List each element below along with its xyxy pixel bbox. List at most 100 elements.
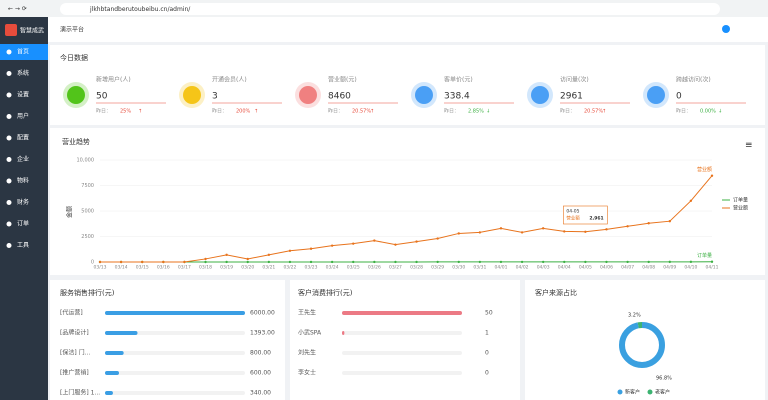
- x-tick-label: 03/27: [389, 265, 402, 271]
- data-point[interactable]: [563, 230, 566, 233]
- data-point[interactable]: [288, 260, 292, 264]
- rank-track: [342, 351, 462, 355]
- menu-item[interactable]: 用户: [17, 112, 29, 120]
- menu-item[interactable]: 工具: [17, 242, 29, 249]
- rank-bar: [342, 311, 462, 315]
- data-point[interactable]: [288, 249, 292, 252]
- data-point[interactable]: [309, 260, 313, 264]
- data-point[interactable]: [246, 260, 249, 264]
- data-point[interactable]: [710, 260, 714, 263]
- menu-item[interactable]: 物料: [17, 177, 29, 185]
- data-point[interactable]: [141, 260, 144, 264]
- data-point[interactable]: [330, 260, 334, 264]
- data-point[interactable]: [520, 260, 524, 264]
- card-label: 营业额(元): [328, 76, 357, 84]
- data-point[interactable]: [352, 260, 355, 264]
- data-point[interactable]: [373, 260, 376, 264]
- data-point[interactable]: [605, 228, 608, 231]
- data-point[interactable]: [520, 231, 524, 234]
- data-point[interactable]: [309, 247, 313, 250]
- menu-icon: [6, 49, 12, 55]
- x-tick-label: 03/29: [431, 265, 444, 271]
- data-point[interactable]: [584, 260, 587, 264]
- data-point[interactable]: [541, 227, 545, 230]
- rank-name: 小武SPA: [298, 329, 322, 337]
- legend-label[interactable]: 营业额: [733, 205, 748, 212]
- data-point[interactable]: [267, 260, 271, 264]
- legend-label[interactable]: 订单量: [733, 197, 748, 204]
- x-tick-label: 03/19: [220, 265, 233, 271]
- data-point[interactable]: [394, 243, 397, 246]
- address-bar[interactable]: [60, 3, 720, 15]
- data-point[interactable]: [457, 260, 460, 264]
- menu-item[interactable]: 首页: [17, 48, 29, 56]
- data-point[interactable]: [352, 242, 355, 245]
- donut-slice[interactable]: [619, 322, 665, 368]
- data-point[interactable]: [183, 260, 186, 264]
- back-button[interactable]: ← → ⟳: [8, 6, 27, 13]
- card-change: 200%: [236, 109, 251, 115]
- data-point[interactable]: [563, 260, 566, 264]
- x-tick-label: 04/02: [516, 265, 529, 271]
- data-point[interactable]: [668, 260, 671, 264]
- data-point[interactable]: [605, 260, 608, 264]
- data-point[interactable]: [626, 225, 629, 228]
- data-point[interactable]: [119, 260, 123, 264]
- data-point[interactable]: [647, 222, 650, 225]
- data-point[interactable]: [162, 260, 165, 264]
- data-point[interactable]: [710, 174, 714, 177]
- data-point[interactable]: [330, 244, 334, 247]
- x-tick-label: 04/03: [537, 265, 550, 271]
- x-tick-label: 03/21: [262, 265, 275, 271]
- data-point[interactable]: [499, 227, 503, 230]
- rank-track: [342, 371, 462, 375]
- data-point[interactable]: [246, 257, 249, 261]
- rank-value: 600.00: [250, 370, 271, 377]
- menu-item[interactable]: 订单: [17, 220, 29, 228]
- chart-menu[interactable]: ≡: [745, 141, 753, 151]
- data-point[interactable]: [225, 260, 228, 264]
- menu-item[interactable]: 企业: [17, 155, 29, 163]
- data-point[interactable]: [436, 237, 439, 240]
- user-icon[interactable]: [722, 25, 730, 33]
- data-point[interactable]: [541, 260, 545, 264]
- data-point[interactable]: [204, 260, 207, 264]
- data-point[interactable]: [668, 220, 671, 223]
- data-point[interactable]: [626, 260, 629, 264]
- legend-label[interactable]: 老客户: [655, 389, 670, 396]
- menu-item[interactable]: 配置: [17, 135, 29, 142]
- tooltip: [563, 205, 608, 225]
- data-point[interactable]: [225, 253, 228, 257]
- data-point[interactable]: [457, 232, 460, 235]
- panel-title: 今日数据: [60, 53, 88, 62]
- rank-value: 6000.00: [250, 310, 275, 317]
- data-point[interactable]: [98, 260, 102, 264]
- legend-label[interactable]: 新客户: [625, 389, 640, 396]
- chart-panel: [50, 128, 765, 275]
- data-point[interactable]: [415, 240, 418, 243]
- data-point[interactable]: [394, 260, 397, 264]
- data-point[interactable]: [499, 260, 503, 264]
- rank-value: 0: [485, 350, 489, 357]
- menu-item[interactable]: 系统: [17, 69, 29, 77]
- data-point[interactable]: [373, 239, 376, 242]
- card-change: 25%: [120, 109, 131, 115]
- card-label: 客单价(元): [444, 76, 473, 84]
- data-point[interactable]: [584, 230, 587, 233]
- data-point[interactable]: [267, 253, 271, 257]
- rank-value: 340.00: [250, 390, 271, 397]
- legend-dot: [617, 389, 623, 395]
- menu-item[interactable]: 设置: [17, 91, 29, 99]
- header-tab[interactable]: 演示平台: [60, 26, 84, 34]
- data-point[interactable]: [415, 260, 418, 264]
- card-trend: ↑: [138, 109, 142, 115]
- data-point[interactable]: [478, 231, 482, 234]
- data-point[interactable]: [204, 257, 207, 261]
- data-point[interactable]: [647, 260, 650, 264]
- data-point[interactable]: [689, 199, 693, 202]
- data-point[interactable]: [689, 260, 693, 264]
- data-point[interactable]: [478, 260, 482, 264]
- rank-name: [保洁] 门...: [60, 349, 90, 357]
- menu-item[interactable]: 财务: [17, 198, 29, 206]
- data-point[interactable]: [436, 260, 439, 264]
